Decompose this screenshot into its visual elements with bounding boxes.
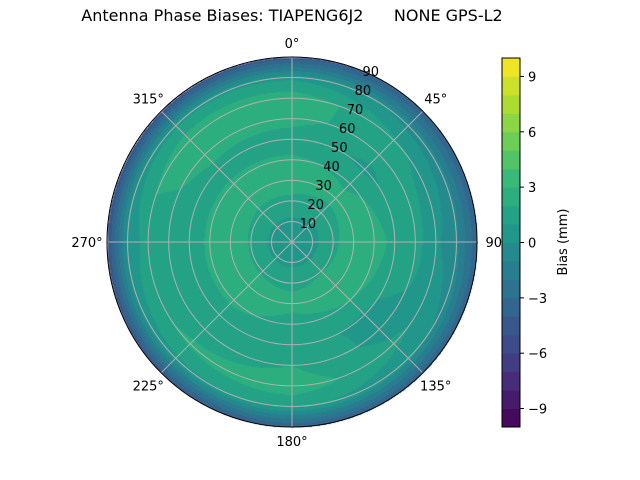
colorbar-band <box>502 297 520 317</box>
angular-tick-label: 45° <box>424 92 447 107</box>
colorbar-tick-label: −9 <box>528 403 547 418</box>
colorbar-band <box>502 353 520 373</box>
radial-tick-label: 10 <box>300 217 317 232</box>
chart-title: Antenna Phase Biases: TIAPENG6J2 NONE GP… <box>81 6 503 25</box>
colorbar-tick-label: 9 <box>528 70 536 85</box>
polar-frame <box>106 56 478 428</box>
colorbar-band <box>502 58 520 77</box>
colorbar-tick-label: −3 <box>528 292 547 307</box>
colorbar-band <box>502 168 520 188</box>
colorbar-label: Bias (mm) <box>556 209 571 276</box>
colorbar-band <box>502 150 520 170</box>
colorbar-band <box>502 224 520 243</box>
colorbar-band <box>502 334 520 354</box>
angular-tick-label: 180° <box>276 435 307 450</box>
colorbar-tick-label: −6 <box>528 347 547 362</box>
angular-gridline <box>291 110 424 243</box>
angular-tick-label: 135° <box>420 380 451 395</box>
colorbar-band <box>502 260 520 280</box>
radial-tick-labels: 10 20 30 40 50 60 70 80 90 <box>300 65 379 232</box>
colorbar-tick-label: 0 <box>528 237 536 252</box>
radial-tick-label: 40 <box>323 160 340 175</box>
colorbar-band <box>502 76 520 96</box>
radial-tick-label: 70 <box>347 103 364 118</box>
colorbar-band <box>502 390 520 410</box>
polar-grid <box>106 56 478 428</box>
colorbar-band <box>502 131 520 151</box>
colorbar-band <box>502 242 520 262</box>
radial-tick-label: 60 <box>339 122 356 137</box>
colorbar-band <box>502 279 520 299</box>
angular-tick-label: 225° <box>133 380 164 395</box>
angular-tick-label: 0° <box>285 37 300 52</box>
colorbar-band <box>502 205 520 225</box>
radial-tick-label: 20 <box>307 198 324 213</box>
colorbar-band <box>502 94 520 114</box>
colorbar-band <box>502 187 520 207</box>
colorbar: −9 −6 −3 0 3 6 9 <box>501 57 547 428</box>
colorbar-band <box>502 316 520 336</box>
colorbar-tick-label: 6 <box>528 126 536 141</box>
angular-gridline <box>291 241 424 374</box>
radial-tick-label: 50 <box>331 141 348 156</box>
angular-gridline <box>160 110 293 243</box>
colorbar-band <box>502 408 520 428</box>
colorbar-band <box>502 113 520 133</box>
radial-tick-label: 30 <box>315 179 332 194</box>
radial-tick-label: 90 <box>363 65 380 80</box>
colorbar-band <box>502 371 520 391</box>
angular-tick-label: 270° <box>71 236 102 251</box>
angular-tick-label: 315° <box>133 92 164 107</box>
radial-tick-label: 80 <box>355 84 372 99</box>
angular-gridline <box>160 241 293 374</box>
colorbar-tick-label: 3 <box>528 181 536 196</box>
